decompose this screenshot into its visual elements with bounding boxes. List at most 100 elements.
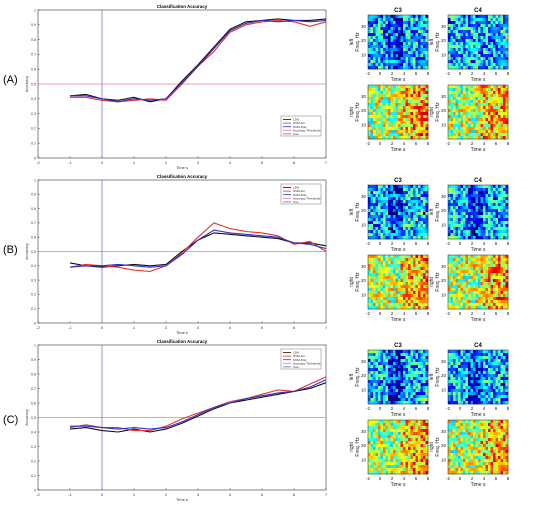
heat-cell <box>463 121 466 125</box>
heat-cell <box>383 456 386 460</box>
heat-cell <box>505 255 509 259</box>
heat-cell <box>455 273 459 277</box>
heat-cell <box>410 276 414 280</box>
heat-cell <box>503 121 506 125</box>
heat-cell <box>473 133 476 137</box>
heat-cell <box>393 215 396 219</box>
heat-cell <box>503 261 506 265</box>
heat-cell <box>465 233 469 237</box>
heat-cell <box>465 100 469 104</box>
heat-cell <box>373 57 376 61</box>
heat-cell <box>490 36 494 40</box>
heat-cell <box>410 365 414 369</box>
heat-cell <box>385 197 389 201</box>
heat-cell <box>450 230 454 234</box>
heat-cell <box>373 203 376 207</box>
heat-cell <box>410 429 414 433</box>
heat-cell <box>490 27 494 31</box>
heat-cell <box>485 267 489 271</box>
heat-cell <box>378 471 381 475</box>
heat-cell <box>448 306 451 310</box>
heat-cell <box>448 359 451 363</box>
heat-cell <box>420 426 424 430</box>
heat-cell <box>375 45 379 49</box>
heat-cell <box>485 356 489 360</box>
heatmap-row-label: right <box>429 107 435 117</box>
heat-cell <box>450 297 454 301</box>
heat-cell <box>388 121 391 125</box>
heat-cell <box>490 395 494 399</box>
heat-cell <box>420 66 424 70</box>
heat-cell <box>400 200 404 204</box>
heat-cell <box>458 218 461 222</box>
heat-cell <box>383 206 386 210</box>
heat-cell <box>378 294 381 298</box>
heat-cell <box>378 48 381 52</box>
heat-cell <box>480 33 484 37</box>
heat-cell <box>415 194 419 198</box>
heat-cell <box>373 365 376 369</box>
heat-cell <box>418 294 421 298</box>
heat-cell <box>500 306 504 310</box>
heat-cell <box>480 124 484 128</box>
heat-cell <box>378 267 381 271</box>
heat-cell <box>478 212 481 216</box>
heat-cell <box>403 124 406 128</box>
heat-cell <box>378 279 381 283</box>
heat-cell <box>413 471 416 475</box>
heat-cell <box>425 438 429 442</box>
heat-cell <box>453 353 456 357</box>
heat-cell <box>423 386 426 390</box>
heat-cell <box>415 294 419 298</box>
heat-cell <box>385 30 389 34</box>
heat-cell <box>475 24 479 28</box>
heat-cell <box>455 395 459 399</box>
heat-cell <box>493 24 496 28</box>
heat-cell <box>473 60 476 64</box>
heat-cell <box>423 371 426 375</box>
heat-cell <box>468 221 471 225</box>
heat-cell <box>455 258 459 262</box>
heat-cell <box>458 362 461 366</box>
heat-cell <box>408 85 411 89</box>
heat-cell <box>370 106 374 110</box>
heat-cell <box>388 371 391 375</box>
heat-cell <box>458 227 461 231</box>
heat-cell <box>415 423 419 427</box>
heat-cell <box>385 380 389 384</box>
heat-cell <box>395 63 399 67</box>
heat-cell <box>418 203 421 207</box>
heat-cell <box>413 18 416 22</box>
heat-cell <box>393 36 396 40</box>
heat-cell <box>413 33 416 37</box>
heat-cell <box>375 227 379 231</box>
heat-cell <box>470 273 474 277</box>
heat-cell <box>410 115 414 119</box>
heat-cell <box>383 21 386 25</box>
heat-cell <box>418 103 421 107</box>
heat-cell <box>478 359 481 363</box>
heatmap-y-tick-label: 20 <box>361 108 367 113</box>
heat-cell <box>423 447 426 451</box>
heat-cell <box>498 48 501 52</box>
heat-cell <box>398 124 401 128</box>
heat-cell <box>418 18 421 22</box>
heat-cell <box>380 365 384 369</box>
heat-cell <box>483 188 486 192</box>
heat-cell <box>373 282 376 286</box>
heat-cell <box>370 233 374 237</box>
heat-cell <box>495 191 499 195</box>
heat-cell <box>380 438 384 442</box>
heat-cell <box>385 350 389 354</box>
heat-cell <box>418 426 421 430</box>
heat-cell <box>415 374 419 378</box>
heat-cell <box>398 453 401 457</box>
heat-cell <box>475 282 479 286</box>
heat-cell <box>375 209 379 213</box>
heat-cell <box>378 188 381 192</box>
heat-cell <box>453 91 456 95</box>
heat-cell <box>415 450 419 454</box>
heat-cell <box>405 471 409 475</box>
heat-cell <box>483 30 486 34</box>
heat-cell <box>425 423 429 427</box>
